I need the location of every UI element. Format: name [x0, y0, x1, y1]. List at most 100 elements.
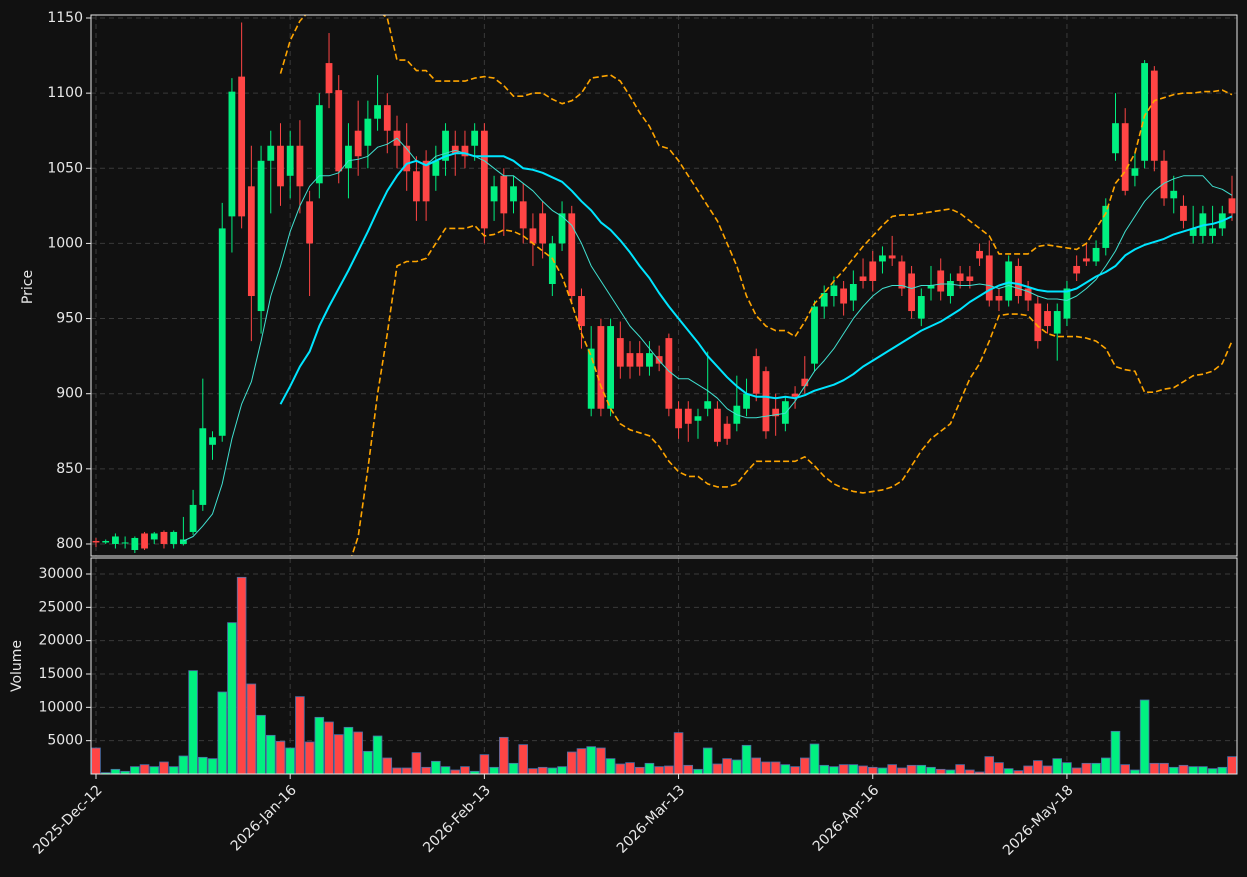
- volume-bar: [625, 762, 635, 774]
- candle-body: [529, 228, 537, 244]
- volume-bar: [246, 683, 257, 774]
- candle-body: [228, 91, 236, 217]
- volume-bar: [324, 721, 334, 774]
- candle-body: [985, 255, 993, 301]
- volume-bar: [654, 766, 664, 774]
- volume-bar: [867, 766, 878, 774]
- candle-body: [1014, 265, 1022, 297]
- candle-body: [199, 428, 207, 505]
- volume-bar: [431, 760, 441, 774]
- volume-bar: [508, 762, 519, 774]
- candle-body: [296, 145, 304, 187]
- candle-body: [675, 408, 682, 429]
- volume-bar: [295, 696, 305, 774]
- candle-body: [752, 356, 760, 394]
- candle-body: [626, 353, 634, 367]
- candle-body: [937, 270, 945, 292]
- volume-bar: [363, 750, 373, 774]
- candle-body: [112, 536, 119, 544]
- candle-body: [548, 243, 556, 284]
- volume-bar: [1071, 767, 1082, 774]
- candle-body: [141, 533, 148, 549]
- volume-bar: [1013, 770, 1024, 774]
- volume-bar: [392, 767, 402, 774]
- volume-bar: [751, 757, 762, 774]
- volume-bar: [1081, 762, 1092, 774]
- candle-body: [898, 261, 906, 289]
- volume-bar: [353, 731, 363, 774]
- moving-average-line: [183, 137, 1233, 542]
- volume-bar: [702, 747, 713, 774]
- candle-body: [646, 353, 653, 367]
- price-panel: [91, 15, 1237, 556]
- candle-body: [1189, 228, 1197, 236]
- volume-bar: [722, 758, 732, 774]
- moving-average-line: [279, 152, 1233, 405]
- volume-bar: [110, 768, 121, 774]
- candle-body: [325, 63, 333, 94]
- volume-bar: [945, 769, 956, 774]
- volume-bar: [1188, 766, 1198, 774]
- candle-body: [335, 90, 343, 172]
- candle-body: [1082, 258, 1090, 262]
- candle-body: [121, 542, 129, 544]
- volume-bar: [1217, 766, 1228, 774]
- volume-bar: [732, 759, 742, 774]
- volume-bar: [955, 764, 965, 774]
- y-tick-label: 800: [56, 536, 83, 552]
- volume-bar: [499, 736, 509, 774]
- candle-body: [92, 540, 100, 543]
- candle-body: [238, 76, 246, 217]
- candle-body: [364, 118, 372, 146]
- volume-bar: [1033, 760, 1043, 774]
- volume-bar: [906, 764, 917, 774]
- volume-bar: [275, 740, 286, 774]
- candle-body: [976, 250, 983, 259]
- volume-bar: [1227, 756, 1237, 774]
- volume-bar: [877, 767, 888, 774]
- candle-body: [1228, 198, 1236, 214]
- candle-body: [480, 130, 488, 229]
- volume-bar: [741, 744, 752, 774]
- volume-bar: [1168, 766, 1179, 774]
- candle-body: [684, 408, 692, 424]
- volume-bar: [596, 747, 606, 774]
- candle-body: [859, 276, 867, 281]
- volume-bar: [761, 761, 771, 774]
- volume-bar: [227, 622, 237, 774]
- volume-bar: [149, 766, 160, 774]
- band-line: [279, 15, 1233, 338]
- candle-body: [422, 160, 430, 202]
- volume-bar: [1091, 762, 1101, 774]
- candle-body: [1044, 311, 1051, 327]
- volume-bar: [159, 761, 169, 774]
- y-tick-label: 15000: [38, 666, 83, 682]
- volume-bar: [800, 757, 810, 774]
- volume-bar: [858, 765, 868, 774]
- candle-body: [714, 408, 721, 442]
- candle-body: [558, 213, 566, 244]
- volume-bar: [935, 768, 946, 774]
- volume-bar: [440, 766, 451, 774]
- volume-bar: [829, 766, 839, 774]
- volume-bar: [994, 762, 1004, 774]
- y-tick-label: 30000: [38, 566, 83, 582]
- volume-bar: [217, 691, 227, 774]
- candle-body: [345, 145, 352, 169]
- candle-body: [383, 105, 391, 131]
- candle-body: [869, 261, 877, 281]
- volume-bar: [304, 741, 315, 774]
- volume-bar: [188, 670, 198, 774]
- volume-bar: [838, 764, 849, 774]
- candle-body: [927, 285, 935, 289]
- candle-body: [966, 276, 974, 281]
- volume-bar: [790, 766, 800, 774]
- candle-body: [772, 408, 780, 417]
- price-axis-label: Price: [20, 270, 36, 304]
- candle-body: [762, 371, 770, 432]
- y-tick-label: 900: [56, 386, 83, 402]
- y-tick-label: 20000: [38, 633, 83, 649]
- candle-body: [636, 353, 644, 367]
- candle-body: [587, 348, 595, 409]
- candle-body: [879, 255, 886, 262]
